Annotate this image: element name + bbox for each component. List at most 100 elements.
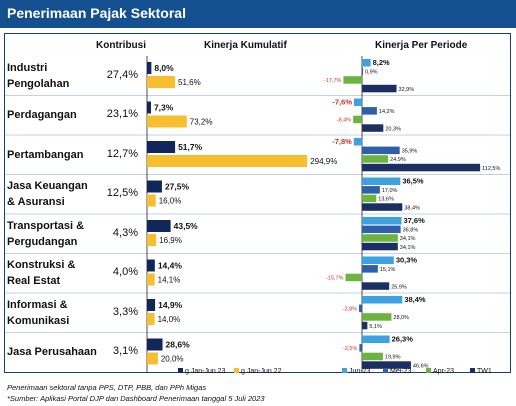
kontribusi-value: 3,1%	[112, 345, 138, 358]
data-label: 36,8%	[403, 228, 419, 234]
data-label: 46,6%	[413, 363, 429, 369]
data-label: 294,9%	[310, 157, 337, 166]
data-label: 51,7%	[178, 142, 203, 152]
bar-periode-mei-23	[362, 186, 380, 194]
bar-periode-jun-23	[362, 177, 401, 185]
bar-periode-apr-23	[362, 194, 377, 203]
sector-label: Perdagangan	[7, 107, 77, 123]
data-label: 20,3%	[385, 126, 401, 132]
data-label: 8,0%	[154, 63, 174, 73]
bar-kumulatif-jan-jun-22	[147, 313, 155, 325]
bar-periode-mei-23	[362, 146, 400, 155]
data-label: 34,1%	[400, 245, 416, 251]
bar-kumulatif-jan-jun-23	[147, 101, 151, 114]
header-kontribusi: Kontribusi	[96, 40, 146, 51]
bar-periode-mei-23	[362, 225, 401, 234]
data-label: 25,9%	[391, 284, 407, 290]
data-label: 28,0%	[393, 315, 409, 321]
bar-periode-apr-23	[362, 234, 398, 242]
bar-periode-apr-23	[353, 115, 362, 124]
data-label: 30,3%	[396, 256, 418, 265]
sector-label-line2: Real Estat	[7, 275, 61, 288]
data-label: -15,7%	[326, 276, 344, 282]
page-title: Penerimaan Pajak Sektoral	[7, 5, 186, 21]
sector-label-line2: Pengolahan	[7, 77, 70, 90]
kontribusi-value: 12,5%	[106, 187, 138, 200]
bar-periode-apr-23	[362, 155, 389, 163]
data-label: 19,9%	[385, 355, 401, 361]
data-label: -2,5%	[343, 346, 357, 352]
legend-swatch	[342, 368, 347, 373]
bar-periode-jun-23	[362, 335, 390, 343]
sector-label-line2: Pergudangan	[7, 235, 78, 248]
sector-label-line2: & Asuransi	[7, 196, 65, 209]
bar-kumulatif-jan-jun-23	[147, 141, 176, 153]
bar-kumulatif-jan-jun-22	[147, 273, 155, 286]
data-label: -8,4%	[337, 118, 351, 124]
bar-periode-jun-23	[362, 296, 403, 304]
data-label: 0,9%	[365, 70, 378, 76]
bar-kumulatif-jan-jun-22	[147, 234, 157, 246]
data-label: -17,7%	[324, 78, 342, 84]
data-label: 36,5%	[402, 177, 424, 186]
data-label: 16,9%	[159, 236, 182, 245]
data-label: -7,8%	[332, 137, 352, 146]
sector-label-line1: Konstruksi &	[7, 259, 76, 272]
sector-label-line1: Pertambangan	[7, 148, 84, 161]
bar-periode-mei-23	[362, 107, 377, 115]
bar-kumulatif-jan-jun-23	[147, 299, 156, 311]
kontribusi-value: 23,1%	[106, 108, 138, 121]
data-label: 8,2%	[373, 58, 390, 67]
bar-kumulatif-jan-jun-23	[147, 259, 155, 272]
sector-label: Jasa Perusahaan	[7, 344, 97, 360]
legend-label: TW1	[477, 368, 492, 375]
data-label: 51,6%	[178, 78, 201, 87]
data-label: 14,1%	[158, 276, 181, 285]
sector-label: Informasi & Komunikasi	[7, 297, 69, 329]
table-frame	[4, 33, 511, 373]
bar-periode-jun-23	[362, 256, 394, 264]
data-label: -7,6%	[332, 98, 352, 107]
sector-label-line1: Perdagangan	[7, 109, 77, 122]
sector-label: Jasa Keuangan & Asuransi	[7, 178, 88, 210]
data-label: 28,6%	[166, 340, 191, 350]
bar-periode-apr-23	[343, 76, 362, 84]
data-label: 35,9%	[402, 149, 418, 155]
data-label: 73,2%	[190, 118, 213, 127]
data-label: 14,4%	[158, 261, 183, 271]
legend-label: g Jan-Jun 23	[185, 368, 226, 375]
data-label: 112,5%	[482, 166, 500, 172]
sector-label: Pertambangan	[7, 147, 83, 163]
data-label: 32,9%	[399, 87, 415, 93]
bar-periode-tw1	[362, 282, 390, 290]
header-kinerja-per-periode: Kinerja Per Periode	[375, 40, 468, 51]
data-label: 14,0%	[158, 315, 181, 324]
data-label: 13,6%	[378, 197, 394, 203]
data-label: 20,0%	[161, 355, 184, 364]
data-label: 16,0%	[159, 197, 182, 206]
bar-periode-apr-23	[345, 273, 362, 282]
sector-label: Transportasi & Pergudangan	[7, 218, 84, 250]
bar-periode-jun-23	[362, 217, 402, 225]
bar-kumulatif-jan-jun-22	[147, 155, 308, 167]
note-line-2: *Sumber: Aplikasi Portal DJP dan Dashboa…	[7, 394, 265, 403]
bar-periode-jun-23	[354, 98, 362, 106]
sector-label: Konstruksi & Real Estat	[7, 257, 75, 289]
sector-label-line1: Jasa Keuangan	[7, 180, 88, 193]
data-label: 7,3%	[154, 103, 174, 113]
sector-label-line1: Informasi &	[7, 298, 68, 311]
kontribusi-value: 4,0%	[112, 266, 138, 279]
data-label: 24,9%	[390, 157, 406, 163]
data-label: 38,4%	[404, 205, 420, 211]
bar-periode-apr-23	[362, 313, 392, 321]
bar-periode-jun-23	[353, 138, 362, 146]
bar-periode-tw1	[362, 203, 403, 211]
data-label: 14,2%	[379, 109, 395, 115]
sector-label-line1: Jasa Perusahaan	[7, 346, 97, 359]
title-bar: Penerimaan Pajak Sektoral	[0, 0, 516, 28]
kontribusi-value: 27,4%	[106, 68, 138, 81]
legend-swatch	[383, 368, 388, 373]
bar-periode-tw1	[362, 242, 398, 251]
bar-periode-mei-23	[362, 265, 378, 273]
